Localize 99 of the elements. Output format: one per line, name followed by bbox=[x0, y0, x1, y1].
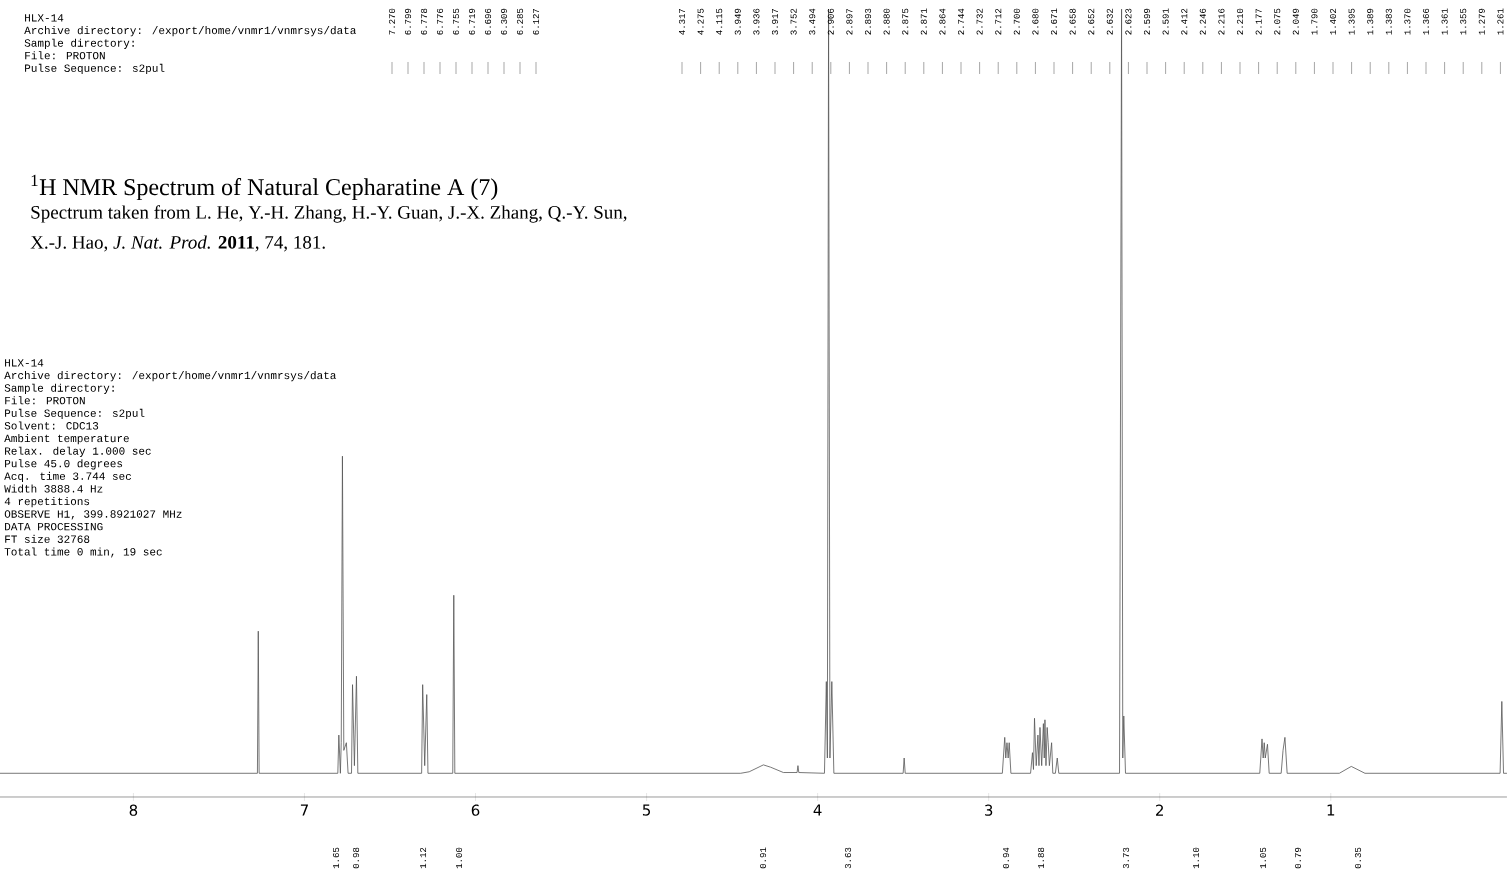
annotation: 2.623 bbox=[1125, 8, 1132, 35]
text: 3.73 bbox=[1122, 847, 1130, 869]
annotation: HLX-14 bbox=[5, 359, 44, 367]
x-tick-label: 1 bbox=[1327, 804, 1335, 816]
annotation: 7.270 bbox=[388, 8, 396, 35]
annotation: Sample directory: bbox=[24, 38, 134, 49]
annotation: HLX-14 bbox=[25, 14, 64, 22]
x-tick-label: 8 bbox=[129, 804, 138, 816]
annotation: 1.261 bbox=[1497, 8, 1504, 35]
text: 1.10 bbox=[1192, 847, 1200, 869]
annotation: 6.285 bbox=[516, 8, 524, 35]
annotation: 2.712 bbox=[995, 8, 1002, 35]
annotation: 2.658 bbox=[1069, 8, 1076, 35]
annotation: 4.115 bbox=[716, 8, 723, 35]
annotation: DATA PROCESSING bbox=[5, 522, 103, 531]
annotation: 1.389 bbox=[1367, 8, 1374, 35]
annotation: 6.799 bbox=[404, 8, 412, 35]
annotation: 6.719 bbox=[468, 8, 476, 35]
annotation: Archive directory: /export/home/vnmr1/vnmrsys/data bbox=[4, 371, 337, 382]
annotation: 2.075 bbox=[1274, 8, 1281, 35]
annotation: Ambient temperature bbox=[4, 434, 129, 445]
text: 3.63 bbox=[844, 847, 852, 869]
annotation: 6.755 bbox=[452, 8, 460, 35]
annotation: 1.395 bbox=[1348, 8, 1355, 35]
annotation: 6.778 bbox=[420, 8, 428, 35]
annotation: FT size 32768 bbox=[5, 534, 90, 543]
annotation: 2.049 bbox=[1292, 8, 1299, 35]
x-tick-label: 4 bbox=[813, 804, 822, 816]
text: 0.98 bbox=[352, 847, 360, 869]
annotation: 1.279 bbox=[1478, 8, 1485, 35]
text: 0.79 bbox=[1294, 847, 1302, 869]
annotation: File: PROTON bbox=[5, 396, 85, 405]
annotation: 3.752 bbox=[790, 8, 797, 35]
text: 1.00 bbox=[455, 847, 463, 869]
text: 0.91 bbox=[759, 847, 767, 869]
annotation: 2.871 bbox=[920, 8, 927, 35]
annotation: Width 3888.4 Hz bbox=[4, 484, 103, 493]
x-tick-label: 2 bbox=[1156, 804, 1163, 816]
annotation: Archive directory: /export/home/vnmr1/vnmrsys/data bbox=[24, 26, 357, 37]
annotation: Pulse Sequence: s2pul bbox=[25, 63, 165, 75]
annotation: 2.875 bbox=[902, 8, 909, 35]
annotation: 4.275 bbox=[697, 8, 704, 35]
annotation: 2.864 bbox=[939, 8, 946, 35]
annotation: 1.790 bbox=[1311, 8, 1318, 35]
annotation: Sample directory: bbox=[4, 383, 114, 394]
annotation: 3.494 bbox=[809, 8, 816, 35]
annotation: 2.732 bbox=[976, 8, 983, 35]
text: Spectrum taken from L. He, Y.-H. Zhang, H.-Y. Guan, J.-X. Zhang, Q.-Y. Sun, X.-J. Hao, J. Nat. Prod. 2011, 74, 181. bbox=[30, 205, 627, 252]
annotation: 2.216 bbox=[1218, 8, 1225, 35]
annotation: 2.599 bbox=[1143, 8, 1151, 35]
annotation: 6.696 bbox=[484, 8, 492, 35]
x-tick-label: 3 bbox=[985, 804, 993, 816]
annotation: 1.361 bbox=[1441, 8, 1448, 35]
text: 0.94 bbox=[1002, 847, 1010, 869]
annotation: 2.893 bbox=[864, 8, 872, 35]
annotation: 1.366 bbox=[1422, 8, 1430, 35]
x-tick-label: 7 bbox=[300, 804, 308, 816]
text: 1.65 bbox=[332, 847, 340, 869]
annotation: 2.671 bbox=[1050, 8, 1058, 35]
annotation: 1.355 bbox=[1460, 8, 1467, 35]
annotation: 1.402 bbox=[1329, 8, 1337, 35]
annotation: 2.632 bbox=[1106, 8, 1113, 35]
annotation: 2.210 bbox=[1236, 8, 1244, 35]
annotation: 6.309 bbox=[500, 8, 508, 35]
annotation: 1.383 bbox=[1385, 8, 1392, 35]
annotation: Solvent: CDC13 bbox=[4, 421, 99, 430]
annotation: OBSERVE H1, 399.8921027 MHz bbox=[4, 510, 182, 520]
text: 1.12 bbox=[420, 847, 427, 869]
x-tick-label: 6 bbox=[471, 804, 480, 816]
annotation: 1.370 bbox=[1404, 8, 1411, 35]
annotation: 3.917 bbox=[771, 8, 779, 35]
text: 1.88 bbox=[1037, 847, 1045, 869]
annotation: 6.127 bbox=[532, 8, 540, 35]
annotation: Acq. time 3.744 sec bbox=[4, 471, 132, 483]
annotation: 2.906 bbox=[827, 8, 834, 35]
annotation: 2.412 bbox=[1181, 8, 1188, 35]
x-tick-label: 5 bbox=[642, 804, 651, 816]
annotation: 2.744 bbox=[958, 8, 965, 35]
annotation: 2.700 bbox=[1013, 8, 1020, 35]
annotation: Total time 0 min, 19 sec bbox=[4, 547, 162, 558]
text: 1.05 bbox=[1259, 847, 1267, 869]
annotation: 4.317 bbox=[678, 8, 686, 35]
annotation: 2.591 bbox=[1162, 8, 1169, 35]
annotation: 2.880 bbox=[883, 8, 890, 35]
annotation: Pulse 45.0 degrees bbox=[5, 459, 123, 470]
annotation: 3.949 bbox=[734, 8, 741, 35]
annotation: Pulse Sequence: s2pul bbox=[5, 408, 145, 420]
annotation: 4 repetitions bbox=[4, 497, 90, 508]
annotation: 2.680 bbox=[1032, 8, 1039, 35]
text: $^{1}$H NMR Spectrum of Natural Cepharatine A (7) bbox=[31, 174, 498, 201]
annotation: File: PROTON bbox=[25, 51, 105, 60]
annotation: 3.936 bbox=[753, 8, 760, 35]
annotation: 2.897 bbox=[846, 8, 853, 35]
annotation: 6.776 bbox=[436, 8, 444, 35]
annotation: 2.246 bbox=[1199, 8, 1206, 35]
annotation: 2.177 bbox=[1255, 8, 1262, 35]
annotation: 2.652 bbox=[1088, 8, 1095, 35]
text: 0.35 bbox=[1354, 847, 1362, 869]
annotation: Relax. delay 1.000 sec bbox=[5, 446, 151, 457]
